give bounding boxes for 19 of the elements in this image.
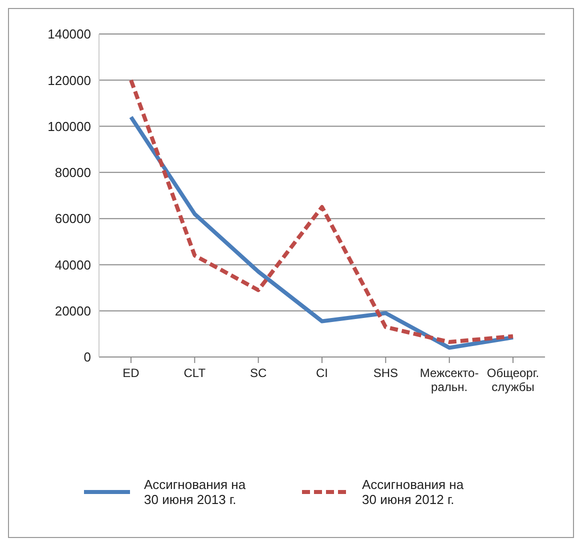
x-tick-label: SC xyxy=(250,366,267,380)
y-tick-label: 140000 xyxy=(48,26,91,42)
y-tick-label: 120000 xyxy=(48,72,91,88)
x-tick-label: Общеорг. службы xyxy=(486,366,540,394)
y-tick-label: 100000 xyxy=(48,118,91,134)
y-tick-label: 80000 xyxy=(54,165,91,180)
y-tick-label: 0 xyxy=(84,350,91,365)
legend-label: Ассигнования на 30 июня 2013 г. xyxy=(144,477,247,507)
line-series xyxy=(129,78,515,344)
x-tick-label: Межсекто-ральн. xyxy=(420,366,479,394)
x-tick-label: ED xyxy=(122,366,140,380)
x-tick-label: SHS xyxy=(373,366,398,380)
y-tick-label: 60000 xyxy=(54,211,91,226)
line-series xyxy=(129,115,515,350)
x-tick-label: CLT xyxy=(184,366,206,380)
y-tick-label: 20000 xyxy=(54,303,91,318)
x-tick-label: CI xyxy=(316,366,328,380)
y-tick-label: 40000 xyxy=(54,257,91,272)
legend-label: Ассигнования на 30 июня 2012 г. xyxy=(362,477,465,507)
